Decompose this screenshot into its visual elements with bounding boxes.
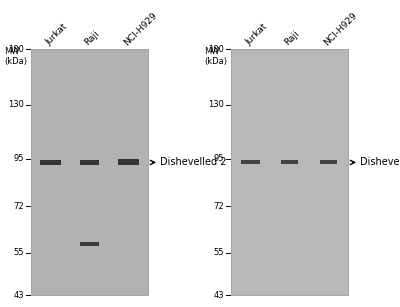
Text: MW
(kDa): MW (kDa)	[4, 47, 27, 66]
Text: 55: 55	[14, 248, 24, 257]
Text: 43: 43	[213, 290, 224, 300]
Text: Raji: Raji	[283, 29, 301, 47]
Text: 95: 95	[14, 154, 24, 163]
Bar	[40, 160, 61, 165]
Text: Jurkat: Jurkat	[244, 22, 269, 47]
Text: MW
(kDa): MW (kDa)	[204, 47, 227, 66]
Text: NCI-H929: NCI-H929	[122, 10, 159, 47]
Text: 180: 180	[208, 45, 224, 53]
Bar	[281, 161, 298, 165]
Text: 130: 130	[8, 100, 24, 109]
Text: 180: 180	[8, 45, 24, 53]
Text: Dishevelled 2: Dishevelled 2	[160, 157, 226, 167]
Text: 130: 130	[208, 100, 224, 109]
Text: Dishevelled 2: Dishevelled 2	[360, 157, 400, 167]
Text: 72: 72	[13, 202, 24, 211]
Bar	[320, 161, 337, 165]
Bar	[231, 49, 348, 295]
Bar	[118, 159, 139, 165]
Text: Raji: Raji	[83, 29, 101, 47]
Bar	[241, 161, 260, 165]
Text: 72: 72	[213, 202, 224, 211]
Bar	[80, 160, 99, 165]
Text: 95: 95	[214, 154, 224, 163]
Text: NCI-H929: NCI-H929	[322, 10, 359, 47]
Bar	[80, 242, 99, 246]
Bar	[31, 49, 148, 295]
Text: 55: 55	[214, 248, 224, 257]
Text: Jurkat: Jurkat	[44, 22, 69, 47]
Text: 43: 43	[13, 290, 24, 300]
